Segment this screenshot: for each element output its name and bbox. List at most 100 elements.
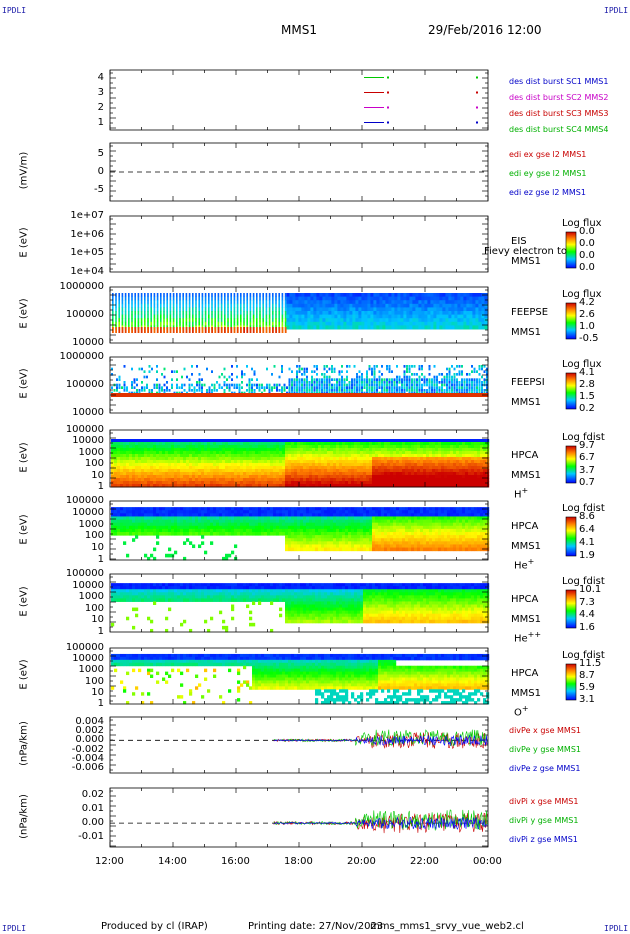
heatmap-cell [438,457,442,461]
heatmap-cell [333,389,336,392]
heatmap-cell [476,383,478,387]
corner-label-top-right: IPDLI [604,6,629,15]
heatmap-cell [132,451,136,455]
heatmap-cell [163,367,166,371]
heatmap-cell [214,293,216,298]
heatmap-cell [249,478,253,482]
heatmap-cell [285,469,289,473]
heatmap-cell [153,311,156,316]
heatmap-cell [216,451,220,455]
heatmap-cell [324,442,328,446]
heatmap-cell [156,528,160,533]
heatmap-cell [444,469,448,473]
heatmap-cell [408,475,412,479]
heatmap-cell [246,300,248,305]
heatmap-cell [303,466,307,470]
heatmap-cell [176,393,179,397]
heatmap-cell [137,318,140,323]
heatmap-cell [276,386,278,389]
heatmap-cell [327,472,331,476]
heatmap-cell [426,475,430,479]
heatmap-cell [481,325,485,330]
heatmap-cell [298,389,301,392]
heatmap-cell [372,442,376,446]
heatmap-cell [402,460,406,464]
heatmap-cell [147,513,151,517]
heatmap-cell [137,307,140,312]
heatmap-cell [370,307,374,312]
heatmap-cell [156,393,159,397]
heatmap-cell [339,463,343,467]
heatmap-cell [363,439,367,443]
heatmap-cell [384,451,388,455]
heatmap-cell [231,460,235,464]
heatmap-cell [183,460,187,464]
heatmap-cell [284,293,287,298]
heatmap-cell [131,321,133,326]
heatmap-cell [120,439,124,443]
heatmap-cell [390,463,394,467]
heatmap-cell [405,445,409,449]
heatmap-cell [319,300,323,305]
heatmap-cell [188,300,191,305]
heatmap-cell [325,307,329,312]
heatmap-cell [211,311,213,316]
heatmap-cell [376,303,380,308]
heatmap-cell [336,478,340,482]
heatmap-cell [463,386,466,389]
heatmap-cell [134,303,136,308]
heatmap-cell [276,460,280,464]
heatmap-cell [150,303,152,308]
heatmap-cell [351,469,355,473]
heatmap-cell [397,300,401,305]
heatmap-cell [318,439,322,443]
heatmap-cell [258,466,262,470]
heatmap-cell [171,439,175,443]
heatmap-cell [341,381,343,384]
heatmap-cell [243,442,247,446]
heatmap-cell [285,448,289,452]
heatmap-cell [147,303,149,308]
heatmap-cell [348,393,352,397]
heatmap-cell [265,296,268,301]
heatmap-cell [451,311,455,316]
heatmap-cell [159,439,163,443]
heatmap-cell [297,451,301,455]
heatmap-cell [451,393,454,397]
heatmap-cell [230,303,232,308]
heatmap-cell [177,516,181,521]
heatmap-cell [282,469,286,473]
heatmap-cell [478,393,482,397]
heatmap-cell [121,318,124,323]
heatmap-cell [162,463,166,467]
heatmap-cell [369,460,373,464]
heatmap-cell [183,472,187,476]
heatmap-cell [381,472,385,476]
heatmap-cell [153,454,157,458]
heatmap-cell [271,373,273,376]
heatmap-cell [286,393,289,397]
heatmap-cell [153,293,156,298]
heatmap-cell [234,472,238,476]
heatmap-cell [406,325,410,330]
heatmap-cell [354,457,358,461]
heatmap-cell [301,321,305,326]
heatmap-cell [249,303,252,308]
heatmap-cell [298,296,302,301]
heatmap-cell [201,303,204,308]
heatmap-cell [474,475,478,479]
heatmap-cell [271,389,273,392]
heatmap-cell [177,513,181,517]
heatmap-cell [153,300,156,305]
heatmap-cell [236,311,239,316]
heatmap-cell [357,439,361,443]
heatmap-cell [474,463,478,467]
heatmap-cell [207,460,211,464]
heatmap-cell [153,472,157,476]
heatmap-cell [169,293,172,298]
heatmap-cell [441,454,445,458]
heatmap-cell [411,475,415,479]
heatmap-cell [177,532,181,536]
heatmap-cell [472,303,476,308]
heatmap-cell [423,469,427,473]
